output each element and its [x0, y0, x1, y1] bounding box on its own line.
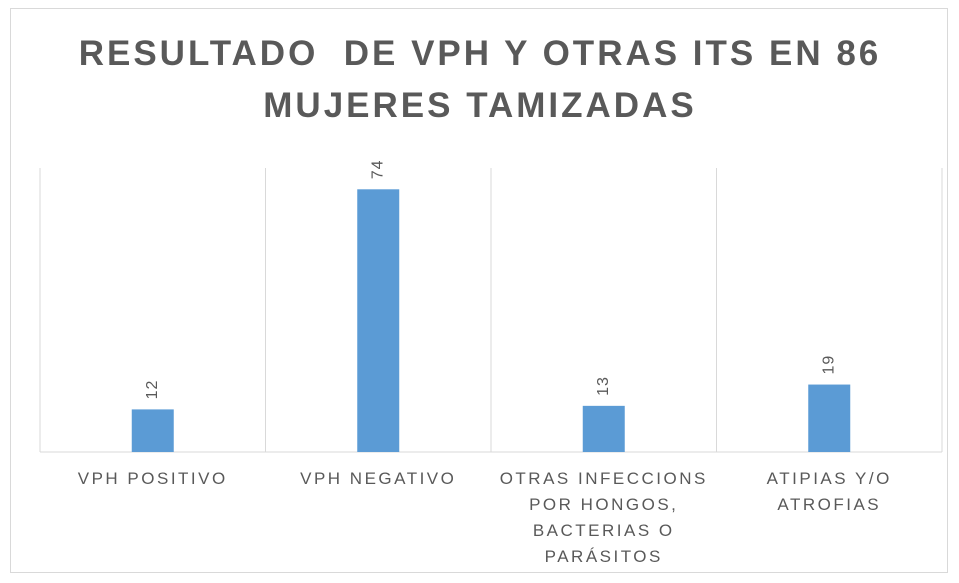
- data-label: 12: [144, 380, 161, 400]
- x-tick-label: ATIPIAS Y/O ATROFIAS: [766, 469, 892, 514]
- x-tick-label: VPH NEGATIVO: [300, 469, 457, 488]
- data-label: 13: [595, 376, 612, 396]
- chart-title: RESULTADO DE VPH Y OTRAS ITS EN 86 MUJER…: [78, 34, 894, 125]
- bar: [808, 384, 851, 452]
- data-label: 74: [369, 160, 386, 180]
- x-tick-label: OTRAS INFECCIONS POR HONGOS, BACTERIAS O…: [499, 469, 708, 566]
- chart-border: [10, 8, 948, 573]
- x-tick-label: VPH POSITIVO: [77, 469, 228, 488]
- bar: [131, 409, 174, 452]
- bar: [582, 405, 625, 452]
- bar: [357, 189, 400, 453]
- data-label: 19: [820, 355, 837, 375]
